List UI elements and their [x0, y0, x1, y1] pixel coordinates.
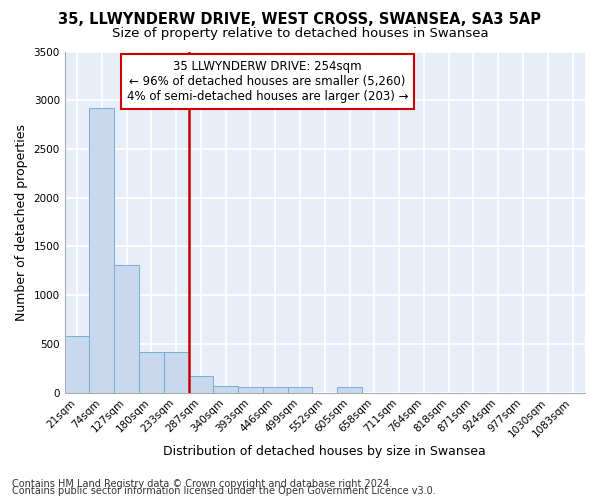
Text: Size of property relative to detached houses in Swansea: Size of property relative to detached ho…	[112, 28, 488, 40]
X-axis label: Distribution of detached houses by size in Swansea: Distribution of detached houses by size …	[163, 444, 486, 458]
Text: Contains HM Land Registry data © Crown copyright and database right 2024.: Contains HM Land Registry data © Crown c…	[12, 479, 392, 489]
Bar	[188, 376, 214, 392]
Text: Contains public sector information licensed under the Open Government Licence v3: Contains public sector information licen…	[12, 486, 436, 496]
Bar	[139, 352, 164, 393]
Bar	[238, 388, 263, 392]
Text: 35 LLWYNDERW DRIVE: 254sqm
← 96% of detached houses are smaller (5,260)
4% of se: 35 LLWYNDERW DRIVE: 254sqm ← 96% of deta…	[127, 60, 409, 103]
Bar	[164, 352, 188, 393]
Bar	[214, 386, 238, 392]
Bar	[287, 387, 313, 392]
Bar	[89, 108, 114, 393]
Bar	[337, 387, 362, 392]
Text: 35, LLWYNDERW DRIVE, WEST CROSS, SWANSEA, SA3 5AP: 35, LLWYNDERW DRIVE, WEST CROSS, SWANSEA…	[59, 12, 542, 28]
Bar	[114, 265, 139, 392]
Y-axis label: Number of detached properties: Number of detached properties	[15, 124, 28, 320]
Bar	[65, 336, 89, 392]
Bar	[263, 388, 287, 392]
